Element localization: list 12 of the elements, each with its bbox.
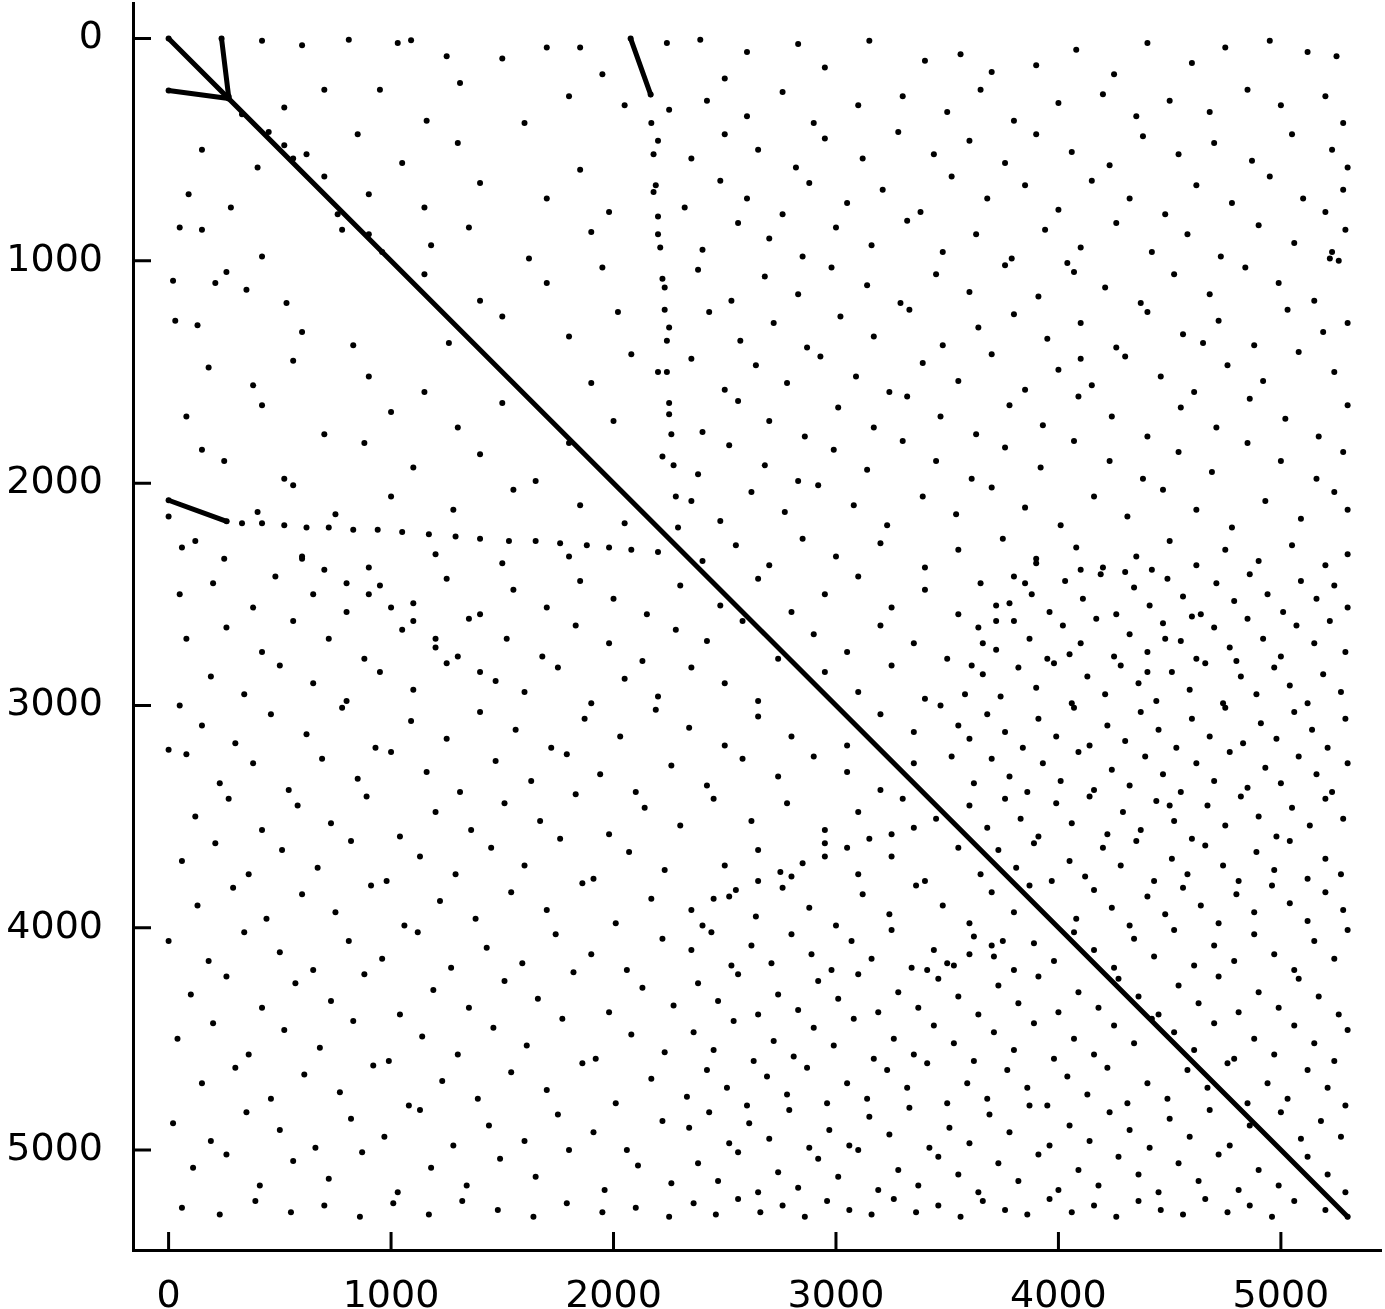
x-tick-label: 4000 — [1010, 1271, 1107, 1309]
y-tick-label: 0 — [78, 13, 103, 58]
x-tick-label: 2000 — [565, 1271, 662, 1309]
y-tick-label: 3000 — [6, 680, 103, 725]
y-tick-label: 2000 — [6, 458, 103, 502]
x-tick-label: 5000 — [1232, 1271, 1330, 1309]
y-tick-label: 4000 — [6, 902, 103, 947]
y-tick-label: 5000 — [6, 1124, 103, 1169]
y-tick-label: 1000 — [6, 235, 103, 280]
x-tick-label: 3000 — [787, 1271, 885, 1309]
x-tick-label: 1000 — [342, 1271, 440, 1309]
x-tick-label: 0 — [156, 1271, 181, 1309]
